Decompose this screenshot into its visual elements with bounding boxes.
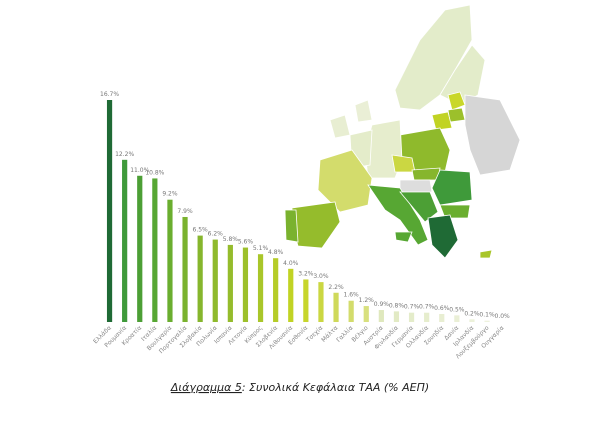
bar (182, 216, 188, 322)
caption: Διάγραμμα 5: Συνολικά Κεφάλαια ΤΑΑ (% ΑΕ… (170, 381, 429, 394)
caption-label: Διάγραμμα 5 (170, 381, 242, 394)
value-label: 7.9% (177, 208, 193, 215)
bar (242, 247, 249, 322)
bar (288, 268, 294, 322)
value-label: 5.1% (253, 245, 269, 252)
value-label: 6.5% (193, 227, 209, 234)
value-label: 1.6% (344, 292, 360, 299)
bar (227, 244, 233, 322)
value-label: 10.8% (145, 169, 164, 176)
europe-map (284, 4, 521, 259)
value-label: 0.5% (449, 306, 465, 313)
value-label: 11.0% (130, 167, 149, 174)
value-label: 0.7% (419, 304, 435, 311)
value-label: 0.8% (389, 302, 405, 309)
bar (137, 175, 143, 322)
bar (152, 178, 158, 322)
bar (318, 282, 324, 322)
value-label: 4.0% (283, 260, 299, 267)
value-label: 3.2% (298, 270, 314, 277)
value-label: 5.8% (223, 236, 239, 243)
caption-text: : Συνολικά Κεφάλαια ΤΑΑ (% ΑΕΠ) (242, 381, 429, 394)
bar (408, 312, 415, 322)
value-label: 1.2% (359, 297, 375, 304)
bar (167, 199, 173, 322)
value-label: 12.2% (115, 151, 134, 158)
bar (378, 310, 384, 322)
bar (333, 292, 339, 322)
value-label: 5.6% (238, 239, 254, 246)
value-label: 16.7% (100, 91, 119, 98)
value-label: 2.2% (328, 284, 344, 291)
value-label: 0.9% (374, 301, 390, 308)
bar (257, 254, 264, 322)
bar (424, 312, 430, 322)
bar (363, 306, 369, 322)
value-label: 0.7% (404, 304, 420, 311)
bar (273, 258, 279, 322)
value-label: 0.1% (479, 312, 495, 319)
bar (212, 239, 218, 322)
bar (303, 279, 309, 322)
bar (439, 314, 445, 322)
bar (484, 320, 490, 322)
x-tick-label: Τσεχία (304, 324, 324, 344)
bar (469, 319, 475, 322)
bar (393, 311, 400, 322)
value-label: 0.2% (464, 310, 480, 317)
bar (197, 235, 203, 322)
bar (106, 100, 113, 322)
bar (348, 300, 354, 322)
value-label: 4.8% (268, 249, 284, 256)
value-label: 0.6% (434, 305, 450, 312)
value-label: 0.0% (495, 313, 511, 320)
value-label: 9.2% (162, 191, 178, 198)
value-label: 3.0% (313, 273, 329, 280)
bar (454, 315, 460, 322)
bar (122, 159, 128, 322)
value-label: 6.2% (208, 231, 224, 238)
